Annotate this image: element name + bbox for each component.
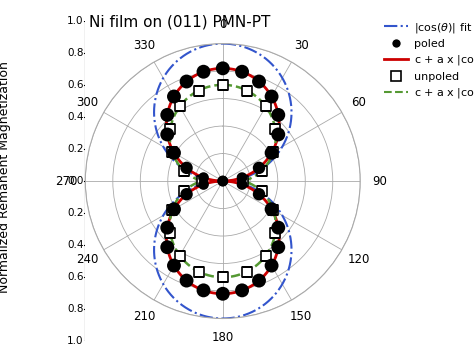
Point <box>176 104 183 109</box>
Point <box>200 69 207 75</box>
Point <box>243 88 251 93</box>
Point <box>200 175 207 180</box>
Point <box>170 94 178 99</box>
Point <box>183 278 191 283</box>
Point <box>268 94 275 99</box>
Point <box>238 175 246 180</box>
Point <box>183 79 191 84</box>
Point <box>274 225 282 230</box>
Point <box>200 288 207 293</box>
Point <box>176 253 183 258</box>
Point <box>272 231 279 236</box>
Text: 0.4: 0.4 <box>67 112 83 122</box>
Point <box>270 207 277 213</box>
Point <box>164 225 171 230</box>
Point <box>219 82 227 88</box>
Point <box>274 132 282 137</box>
Point <box>164 132 171 137</box>
Point <box>219 178 227 184</box>
Point <box>195 269 202 274</box>
Point <box>274 244 282 250</box>
Text: 0.6: 0.6 <box>67 80 83 90</box>
Point <box>219 291 227 297</box>
Point <box>170 206 178 212</box>
Text: 0.2: 0.2 <box>67 144 83 154</box>
Point <box>268 206 275 212</box>
Point <box>200 182 207 187</box>
Point <box>255 278 263 283</box>
Point <box>262 104 270 109</box>
Point <box>170 150 178 156</box>
Point <box>166 126 174 131</box>
Text: Ni film on (011) PMN-PT: Ni film on (011) PMN-PT <box>90 14 271 29</box>
Point <box>195 88 202 93</box>
Legend: |cos($\theta$)| fit, poled, c + a x |cos($\theta$)| fit, unpoled, c + a x |cos($: |cos($\theta$)| fit, poled, c + a x |cos… <box>380 16 474 105</box>
Text: 0.6: 0.6 <box>67 272 83 282</box>
Point <box>268 263 275 268</box>
Point <box>255 165 263 171</box>
Text: 0.2: 0.2 <box>67 208 83 218</box>
Point <box>180 168 188 174</box>
Point <box>180 189 188 194</box>
Point <box>164 112 171 118</box>
Point <box>238 288 246 293</box>
Point <box>164 244 171 250</box>
Text: 0.4: 0.4 <box>67 240 83 250</box>
Point <box>270 149 277 155</box>
Point <box>219 178 227 184</box>
Point <box>198 178 206 184</box>
Point <box>238 182 246 187</box>
Point <box>239 178 247 184</box>
Text: 1.0: 1.0 <box>67 16 83 26</box>
Point <box>243 269 251 274</box>
Point <box>258 168 265 174</box>
Point <box>166 231 174 236</box>
Text: 0.8: 0.8 <box>67 304 83 314</box>
Point <box>183 191 191 197</box>
Text: 0.8: 0.8 <box>67 48 83 58</box>
Point <box>219 274 227 280</box>
Point <box>168 149 176 155</box>
Point <box>274 112 282 118</box>
Point <box>268 150 275 156</box>
Point <box>183 165 191 171</box>
Point <box>255 191 263 197</box>
Text: 0.0: 0.0 <box>67 176 83 186</box>
Text: Normalized Remanent Magnetization: Normalized Remanent Magnetization <box>0 61 11 294</box>
Point <box>262 253 270 258</box>
Point <box>238 69 246 75</box>
Text: 1.0: 1.0 <box>67 336 83 346</box>
Point <box>258 189 265 194</box>
Point <box>272 126 279 131</box>
Point <box>255 79 263 84</box>
Point <box>219 65 227 71</box>
Point <box>170 263 178 268</box>
Point <box>168 207 176 213</box>
